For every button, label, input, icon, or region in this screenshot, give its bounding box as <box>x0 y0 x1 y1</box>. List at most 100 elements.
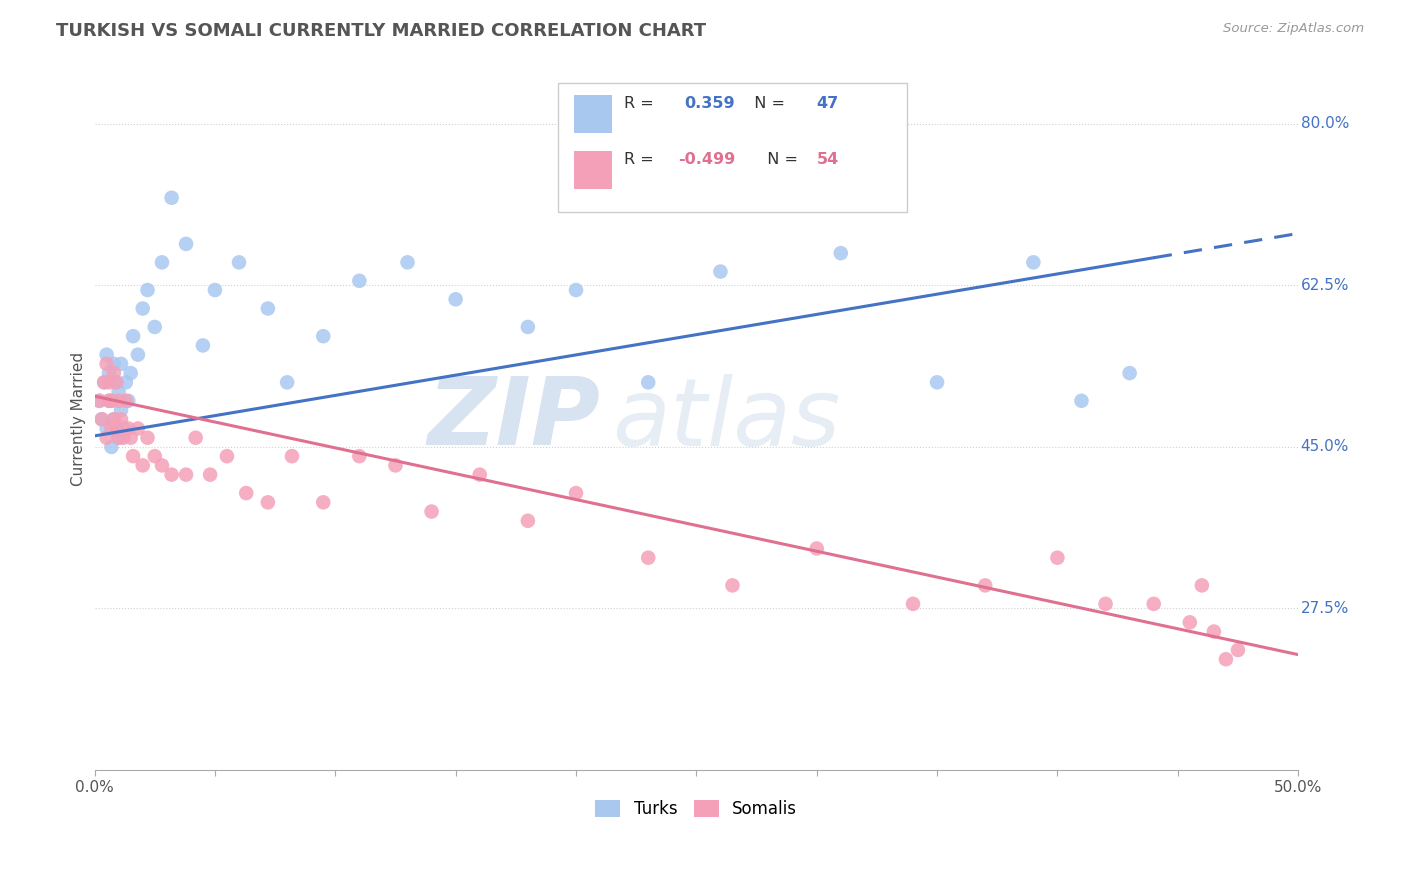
Point <box>1046 550 1069 565</box>
Point <box>96 348 118 362</box>
Point <box>89 393 111 408</box>
Point <box>103 412 125 426</box>
Point <box>127 421 149 435</box>
FancyBboxPatch shape <box>574 152 612 189</box>
Point <box>1226 643 1249 657</box>
Point <box>107 431 129 445</box>
Point <box>444 293 467 307</box>
Point <box>830 246 852 260</box>
Point <box>100 440 122 454</box>
Point <box>103 366 125 380</box>
Point <box>110 357 132 371</box>
Point <box>349 449 371 463</box>
Point <box>90 412 112 426</box>
Point <box>143 449 166 463</box>
Point <box>174 467 197 482</box>
Text: -0.499: -0.499 <box>678 153 735 167</box>
Point <box>122 449 145 463</box>
Point <box>637 550 659 565</box>
Point <box>516 514 538 528</box>
Legend: Turks, Somalis: Turks, Somalis <box>589 793 804 825</box>
Point <box>1070 393 1092 408</box>
Point <box>191 338 214 352</box>
Point <box>96 421 118 435</box>
Point <box>1215 652 1237 666</box>
Text: 80.0%: 80.0% <box>1301 116 1348 131</box>
Text: 45.0%: 45.0% <box>1301 440 1348 454</box>
Point <box>107 393 129 408</box>
Text: R =: R = <box>624 153 659 167</box>
Point <box>349 274 371 288</box>
Point <box>204 283 226 297</box>
Point <box>420 504 443 518</box>
Text: N =: N = <box>756 153 803 167</box>
Point <box>115 393 138 408</box>
Point <box>150 458 173 473</box>
Text: 27.5%: 27.5% <box>1301 601 1348 616</box>
Point <box>105 421 128 435</box>
Text: atlas: atlas <box>612 374 841 465</box>
Point <box>281 449 304 463</box>
Point <box>974 578 997 592</box>
Point <box>276 376 298 390</box>
Point <box>107 384 129 399</box>
Point <box>112 431 135 445</box>
Point <box>98 376 121 390</box>
FancyBboxPatch shape <box>574 95 612 133</box>
Point <box>93 376 115 390</box>
Point <box>565 486 588 500</box>
Point <box>110 403 132 417</box>
Point <box>103 357 125 371</box>
Point <box>103 412 125 426</box>
Point <box>100 393 122 408</box>
Point <box>709 264 731 278</box>
Point <box>257 301 280 316</box>
Point <box>312 329 335 343</box>
Text: R =: R = <box>624 96 664 112</box>
Point <box>120 431 142 445</box>
Y-axis label: Currently Married: Currently Married <box>72 352 86 486</box>
Point <box>122 329 145 343</box>
Point <box>89 393 111 408</box>
Point <box>107 431 129 445</box>
FancyBboxPatch shape <box>558 83 907 212</box>
Text: 0.359: 0.359 <box>685 96 735 112</box>
Point <box>198 467 221 482</box>
Point <box>105 376 128 390</box>
Point <box>1202 624 1225 639</box>
Point <box>105 376 128 390</box>
Point <box>143 320 166 334</box>
Point <box>637 376 659 390</box>
Text: ZIP: ZIP <box>427 373 600 466</box>
Point <box>132 301 155 316</box>
Point <box>1191 578 1213 592</box>
Point <box>312 495 335 509</box>
Point <box>1094 597 1116 611</box>
Text: 62.5%: 62.5% <box>1301 278 1348 293</box>
Point <box>120 366 142 380</box>
Point <box>110 412 132 426</box>
Point <box>565 283 588 297</box>
Point <box>98 393 121 408</box>
Point <box>90 412 112 426</box>
Point <box>228 255 250 269</box>
Point <box>96 357 118 371</box>
Point <box>112 421 135 435</box>
Point <box>100 421 122 435</box>
Point <box>105 421 128 435</box>
Point <box>1143 597 1166 611</box>
Point <box>98 393 121 408</box>
Point <box>117 421 139 435</box>
Point <box>100 393 122 408</box>
Text: 54: 54 <box>817 153 839 167</box>
Point <box>174 236 197 251</box>
Point <box>1178 615 1201 630</box>
Point <box>160 467 183 482</box>
Point <box>98 366 121 380</box>
Point <box>901 597 924 611</box>
Point <box>215 449 238 463</box>
Point <box>1118 366 1140 380</box>
Text: 47: 47 <box>817 96 839 112</box>
Point <box>516 320 538 334</box>
Point <box>384 458 406 473</box>
